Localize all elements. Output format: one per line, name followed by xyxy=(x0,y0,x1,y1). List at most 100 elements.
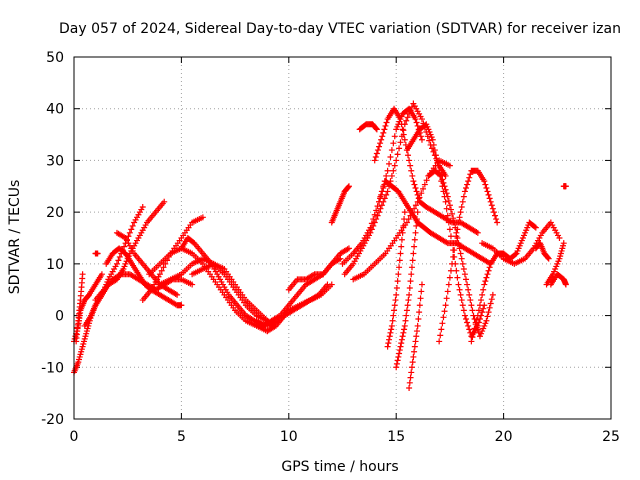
data-point xyxy=(408,103,415,110)
data-point xyxy=(447,267,454,274)
data-point xyxy=(458,203,465,210)
data-point xyxy=(386,333,393,340)
data-point xyxy=(396,145,403,152)
data-point xyxy=(409,359,416,366)
data-point xyxy=(412,185,419,192)
data-point xyxy=(384,343,391,350)
data-point xyxy=(483,274,490,281)
data-point xyxy=(464,181,471,188)
data-point xyxy=(391,133,398,140)
data-point xyxy=(415,316,422,323)
data-point xyxy=(162,260,169,267)
data-point xyxy=(429,136,436,143)
data-point xyxy=(486,304,493,311)
data-point xyxy=(449,210,456,217)
data-point xyxy=(406,384,413,391)
data-point xyxy=(467,171,474,178)
data-point xyxy=(98,271,105,278)
data-point xyxy=(407,107,414,114)
data-point xyxy=(490,209,497,216)
data-point xyxy=(485,309,492,316)
data-point xyxy=(444,193,451,200)
data-point xyxy=(408,271,415,278)
data-point xyxy=(388,147,395,154)
data-point xyxy=(456,245,463,252)
data-point xyxy=(376,209,383,216)
x-tick-label: 25 xyxy=(602,429,620,445)
data-point xyxy=(116,253,123,260)
data-point xyxy=(457,291,464,298)
data-point xyxy=(456,286,463,293)
data-point xyxy=(443,190,450,197)
data-point xyxy=(409,257,416,264)
data-point xyxy=(403,219,410,226)
data-point xyxy=(402,317,409,324)
data-point xyxy=(393,157,400,164)
data-point xyxy=(372,153,379,160)
data-point xyxy=(416,309,423,316)
data-point xyxy=(450,253,457,260)
data-point xyxy=(411,205,418,212)
data-point xyxy=(451,247,458,254)
data-point xyxy=(396,347,403,354)
data-point xyxy=(374,212,381,219)
series-sat-ah xyxy=(547,271,569,288)
data-point xyxy=(471,325,478,332)
data-point xyxy=(396,264,403,271)
series-sat-ac xyxy=(436,167,501,345)
data-point xyxy=(395,353,402,360)
data-point xyxy=(368,226,375,233)
data-point xyxy=(460,193,467,200)
y-tick-label: 10 xyxy=(46,257,64,273)
data-point xyxy=(442,198,449,205)
data-point xyxy=(113,260,120,267)
data-point xyxy=(466,326,473,333)
data-point xyxy=(392,297,399,304)
data-point xyxy=(463,316,470,323)
data-point xyxy=(393,291,400,298)
data-point xyxy=(426,137,433,144)
data-point xyxy=(469,307,476,314)
data-point xyxy=(406,284,413,291)
data-point xyxy=(404,114,411,121)
data-point xyxy=(401,322,408,329)
data-point xyxy=(468,338,475,345)
data-point xyxy=(488,202,495,209)
data-point xyxy=(445,219,452,226)
data-point xyxy=(410,250,417,257)
series-sat-y xyxy=(393,209,421,371)
data-point xyxy=(438,172,445,179)
data-point xyxy=(414,209,421,216)
data-point xyxy=(384,167,391,174)
data-point xyxy=(374,147,381,154)
data-point xyxy=(410,353,417,360)
plot-frame xyxy=(73,56,612,420)
data-point xyxy=(407,374,414,381)
data-point xyxy=(398,243,405,250)
data-point xyxy=(420,185,427,192)
data-point xyxy=(416,302,423,309)
x-tick-label: 5 xyxy=(177,429,186,445)
data-point xyxy=(461,312,468,319)
data-point xyxy=(436,338,443,345)
x-axis-label: GPS time / hours xyxy=(281,459,398,475)
data-point xyxy=(474,326,481,333)
data-point xyxy=(394,278,401,285)
data-point xyxy=(391,162,398,169)
data-point xyxy=(401,216,408,223)
data-point xyxy=(414,191,421,198)
data-point xyxy=(383,119,390,126)
data-point xyxy=(377,205,384,212)
data-point xyxy=(406,110,413,117)
series-sat-ae xyxy=(479,219,563,267)
data-point xyxy=(441,308,448,315)
data-point xyxy=(396,257,403,264)
series-sat-aj xyxy=(92,250,101,257)
data-point xyxy=(418,281,425,288)
data-point xyxy=(399,126,406,133)
y-tick-label: -10 xyxy=(41,360,64,376)
y-tick-label: 50 xyxy=(46,50,64,66)
series-sat-q xyxy=(328,183,352,226)
data-point xyxy=(487,300,494,307)
data-point xyxy=(450,215,457,222)
